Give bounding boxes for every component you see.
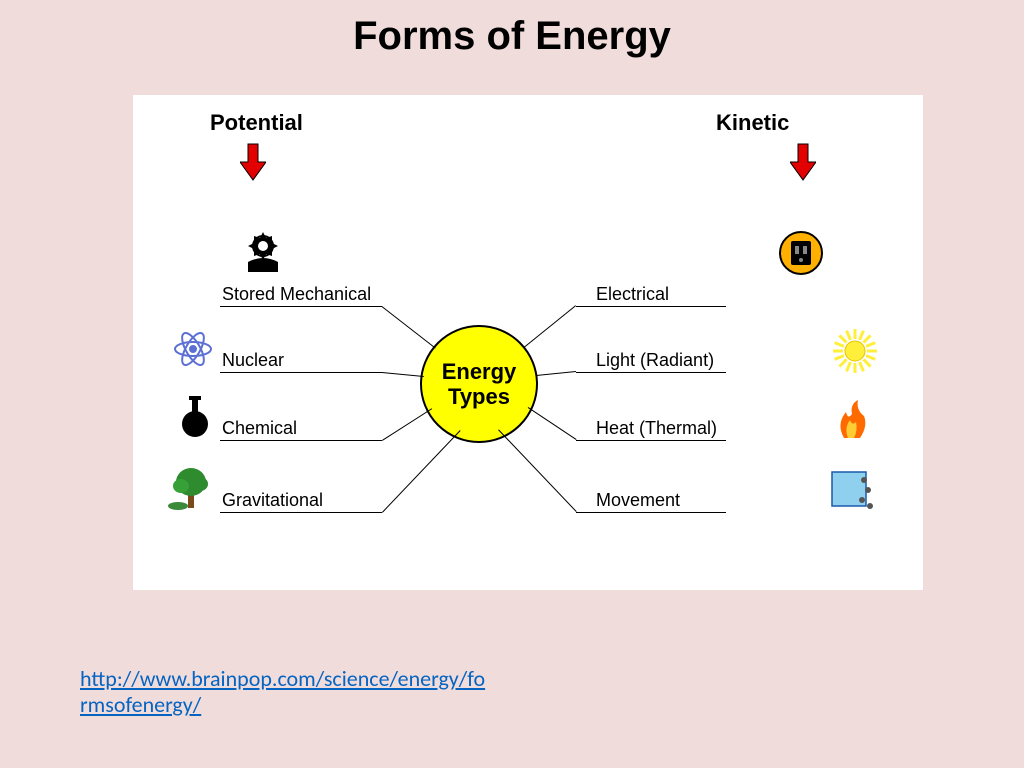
left-item-underline-3 <box>220 512 382 513</box>
right-item-label-1: Light (Radiant) <box>596 350 714 371</box>
source-link[interactable]: http://www.brainpop.com/science/energy/f… <box>80 666 485 719</box>
center-node: Energy Types <box>420 325 538 443</box>
plug-icon <box>776 228 826 278</box>
right-item-underline-2 <box>576 440 726 441</box>
left-item-label-0: Stored Mechanical <box>222 284 371 305</box>
category-kinetic-label: Kinetic <box>716 110 789 136</box>
category-potential-label: Potential <box>210 110 303 136</box>
tree-icon <box>166 462 216 512</box>
right-item-label-3: Movement <box>596 490 680 511</box>
flask-icon <box>170 392 220 442</box>
left-item-label-3: Gravitational <box>222 490 323 511</box>
right-item-underline-0 <box>576 306 726 307</box>
link-line2: rmsofenergy/ <box>80 691 201 718</box>
right-item-underline-3 <box>576 512 726 513</box>
center-line2: Types <box>448 384 510 409</box>
gear-icon <box>238 228 288 278</box>
right-item-label-0: Electrical <box>596 284 669 305</box>
sun-icon <box>830 326 880 376</box>
left-item-label-1: Nuclear <box>222 350 284 371</box>
right-item-label-2: Heat (Thermal) <box>596 418 717 439</box>
flame-icon <box>826 394 876 444</box>
link-line1: http://www.brainpop.com/science/energy/f… <box>80 665 485 692</box>
motion-icon <box>826 466 876 516</box>
left-item-underline-1 <box>220 372 382 373</box>
left-item-label-2: Chemical <box>222 418 297 439</box>
potential-arrow-icon <box>240 142 266 182</box>
right-item-underline-1 <box>576 372 726 373</box>
left-item-underline-0 <box>220 306 382 307</box>
left-item-underline-2 <box>220 440 382 441</box>
kinetic-arrow-icon <box>790 142 816 182</box>
center-line1: Energy <box>442 359 517 384</box>
atom-icon <box>168 324 218 374</box>
page-title: Forms of Energy <box>0 0 1024 59</box>
